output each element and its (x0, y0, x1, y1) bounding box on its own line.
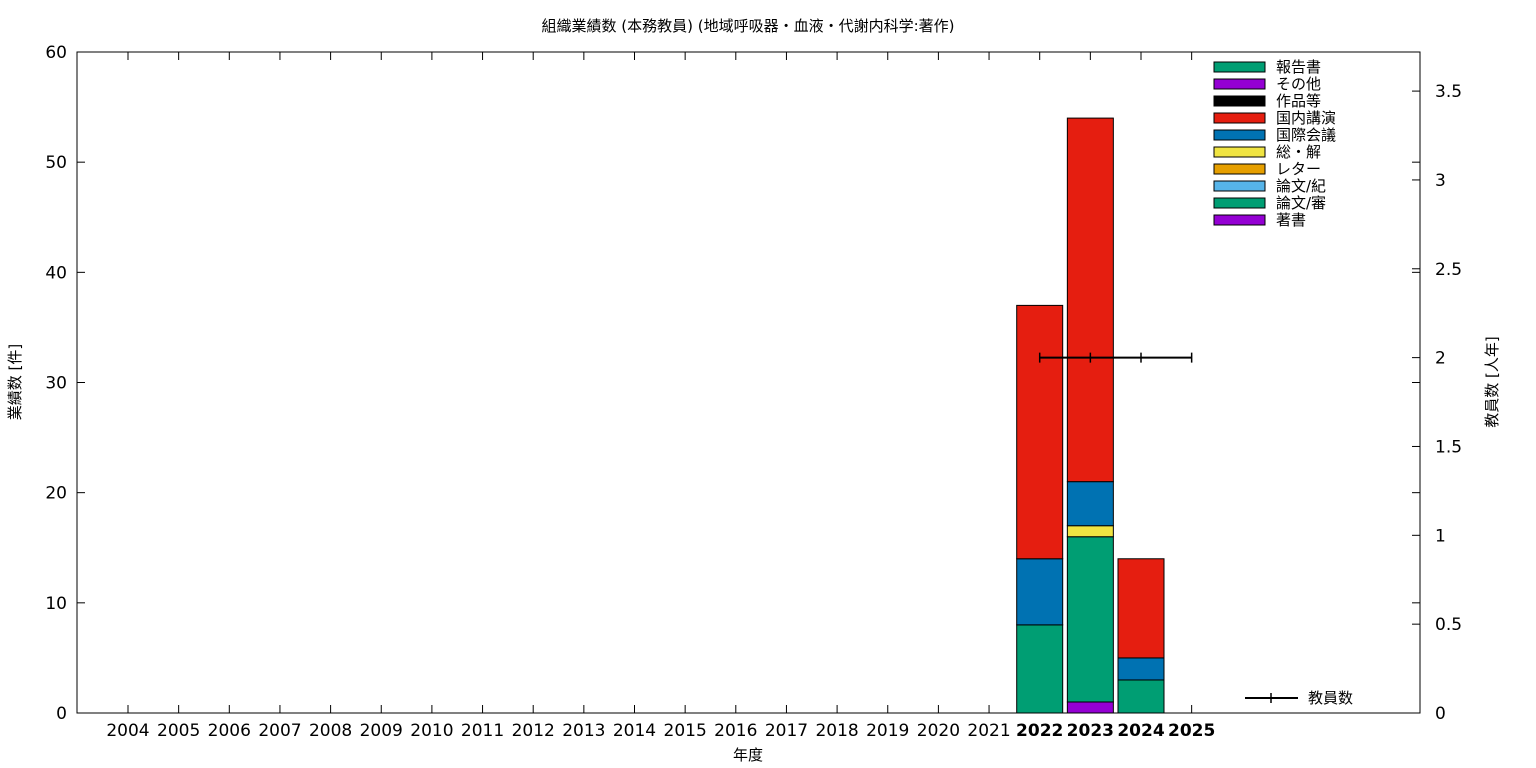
y2-tick-label: 0 (1435, 704, 1446, 724)
x-tick-label: 2024 (1117, 721, 1164, 741)
bar-segment (1016, 558, 1064, 626)
bar-segment (1117, 558, 1165, 659)
x-tick-label: 2016 (714, 721, 757, 741)
chart-title: 組織業績数 (本務教員) (地域呼吸器・血液・代謝内科学:著作) (541, 17, 954, 35)
x-tick-label: 2023 (1067, 721, 1114, 741)
legend-swatch (1213, 112, 1266, 124)
x-tick-label: 2022 (1016, 721, 1063, 741)
legend-swatch (1213, 146, 1266, 158)
y2-tick-label: 3.5 (1435, 82, 1462, 102)
x-tick-label: 2012 (512, 721, 555, 741)
x-tick-label: 2017 (765, 721, 808, 741)
x-tick-label: 2021 (967, 721, 1010, 741)
x-tick-label: 2007 (258, 721, 301, 741)
bar-segment (1066, 536, 1114, 703)
legend-label: 論文/審 (1276, 194, 1326, 212)
bar-segment (1117, 657, 1165, 681)
legend-label: 論文/紀 (1276, 177, 1326, 195)
bar-segment (1066, 481, 1114, 527)
legend-label: 著書 (1276, 211, 1306, 229)
y-axis-label: 業績数 [件] (6, 344, 24, 420)
x-tick-label: 2005 (157, 721, 200, 741)
y-tick-label: 30 (45, 374, 67, 394)
y2-tick-label: 2.5 (1435, 260, 1462, 280)
legend-swatch (1213, 129, 1266, 141)
legend-swatch (1213, 180, 1266, 192)
bar-segment (1066, 117, 1114, 483)
x-tick-label: 2004 (106, 721, 149, 741)
y-tick-label: 20 (45, 484, 67, 504)
bar-segment (1117, 679, 1165, 714)
x-tick-label: 2013 (562, 721, 605, 741)
y-tick-label: 0 (56, 704, 67, 724)
y2-tick-label: 1.5 (1435, 437, 1462, 457)
bar-segment (1016, 624, 1064, 714)
legend-label: 総・解 (1276, 143, 1321, 161)
y-tick-label: 40 (45, 263, 67, 283)
x-tick-label: 2015 (664, 721, 707, 741)
x-tick-label: 2010 (410, 721, 453, 741)
x-tick-label: 2009 (360, 721, 403, 741)
line-layer (1038, 352, 1193, 363)
legend-swatch (1213, 78, 1266, 90)
y-tick-label: 50 (45, 153, 67, 173)
bar-segment (1066, 525, 1114, 538)
x-tick-label: 2025 (1168, 721, 1215, 741)
y2-tick-label: 3 (1435, 171, 1446, 191)
legend-swatch (1213, 163, 1266, 175)
x-tick-label: 2018 (815, 721, 858, 741)
legend-swatch (1213, 214, 1266, 226)
legend-label: その他 (1276, 75, 1321, 93)
x-tick-label: 2008 (309, 721, 352, 741)
legend-label: 国際会議 (1276, 126, 1336, 144)
x-axis-label: 年度 (733, 746, 763, 764)
x-tick-label: 2014 (613, 721, 656, 741)
x-tick-label: 2020 (917, 721, 960, 741)
legend-label: 国内講演 (1276, 109, 1336, 127)
x-tick-label: 2006 (208, 721, 251, 741)
y2-axis-label: 教員数 [人年] (1483, 336, 1501, 427)
y2-tick-label: 1 (1435, 526, 1446, 546)
bars-layer (1016, 117, 1165, 714)
ticks-layer: 0 10 20 30 40 50 60 0 0.5 1 1.5 2 2.5 3 3.5 2004 2005 200… (45, 43, 1462, 741)
legend-label: 報告書 (1276, 58, 1321, 76)
legend-swatch (1213, 61, 1266, 73)
legend-label: レター (1276, 160, 1321, 178)
bar-segment (1016, 304, 1064, 560)
y-tick-label: 60 (45, 43, 67, 63)
legend-swatch (1213, 95, 1266, 107)
x-tick-label: 2019 (866, 721, 909, 741)
y-tick-label: 10 (45, 594, 67, 614)
legend-swatch (1213, 197, 1266, 209)
legend-label: 教員数 (1308, 689, 1353, 707)
legend-label: 作品等 (1276, 92, 1321, 110)
y2-tick-label: 2 (1435, 349, 1446, 369)
y2-tick-label: 0.5 (1435, 615, 1462, 635)
x-tick-label: 2011 (461, 721, 504, 741)
bar-segment (1066, 701, 1114, 714)
